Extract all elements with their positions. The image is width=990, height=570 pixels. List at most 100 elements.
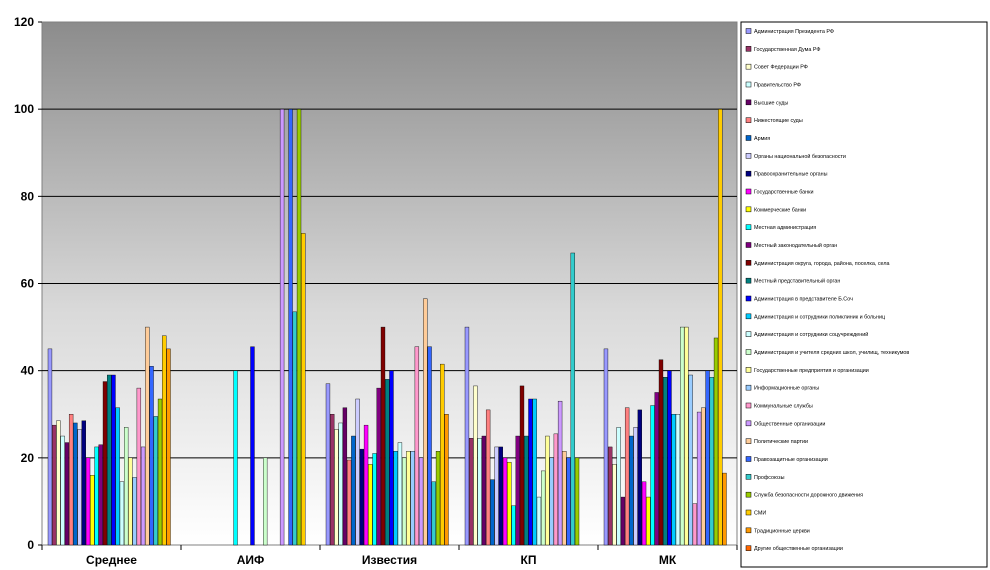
bar bbox=[431, 481, 436, 546]
y-tick-label: 80 bbox=[21, 189, 35, 203]
legend-label: Администрация Президента РФ bbox=[754, 29, 834, 35]
bar bbox=[414, 346, 420, 546]
x-category-label: АИФ bbox=[237, 553, 265, 567]
bar bbox=[536, 496, 542, 546]
bar bbox=[507, 461, 512, 546]
bar bbox=[330, 414, 335, 546]
legend-swatch bbox=[745, 135, 752, 141]
bar bbox=[490, 479, 495, 546]
y-tick-label: 100 bbox=[14, 102, 34, 116]
bar bbox=[372, 453, 377, 546]
bar bbox=[410, 451, 415, 546]
bar bbox=[132, 477, 137, 546]
legend-label: Органы национальной безопасности bbox=[754, 153, 846, 160]
bar bbox=[233, 370, 238, 546]
legend-swatch bbox=[745, 456, 752, 462]
legend-label: Политические партии bbox=[754, 439, 808, 445]
y-tick-label: 60 bbox=[21, 277, 35, 291]
legend-swatch bbox=[745, 349, 752, 355]
bar bbox=[368, 464, 373, 546]
bar bbox=[119, 481, 125, 546]
bar bbox=[140, 446, 146, 546]
bar bbox=[511, 505, 516, 546]
legend-label: Информационные органы bbox=[754, 386, 819, 392]
bar bbox=[608, 446, 613, 546]
bar bbox=[528, 398, 533, 546]
x-category-label: КП bbox=[521, 553, 537, 567]
legend-label: Администрация округа, города, района, по… bbox=[754, 260, 890, 267]
bar bbox=[355, 398, 360, 546]
bar bbox=[250, 346, 255, 546]
bar bbox=[402, 457, 407, 546]
bar bbox=[718, 108, 723, 546]
legend-swatch bbox=[745, 99, 752, 106]
bar-marks bbox=[47, 108, 727, 546]
bar bbox=[123, 427, 129, 546]
bar bbox=[263, 457, 268, 546]
bar bbox=[149, 366, 154, 546]
bar bbox=[52, 424, 57, 546]
legend-label: Администрация в представителе Б.Соч bbox=[754, 297, 853, 303]
bar bbox=[81, 420, 87, 546]
bar bbox=[545, 435, 550, 546]
bar bbox=[68, 414, 74, 546]
bar bbox=[279, 108, 285, 546]
bar bbox=[562, 451, 567, 546]
bar bbox=[633, 427, 638, 546]
bar bbox=[406, 451, 411, 546]
bar bbox=[423, 298, 428, 546]
bar bbox=[64, 442, 70, 546]
y-tick-label: 40 bbox=[21, 364, 35, 378]
legend: Администрация Президента РФ Государственн… bbox=[740, 21, 988, 568]
bar bbox=[709, 377, 714, 546]
bar bbox=[477, 438, 482, 546]
bar bbox=[380, 326, 386, 546]
bar bbox=[162, 335, 167, 546]
bar bbox=[502, 457, 508, 546]
legend-label: Правоохранительные органы bbox=[754, 172, 828, 178]
bar bbox=[427, 346, 432, 546]
bar bbox=[60, 435, 65, 546]
legend-swatch bbox=[745, 438, 752, 444]
legend-label: Местный законодательный орган bbox=[754, 242, 837, 249]
legend-swatch bbox=[745, 295, 752, 302]
legend-swatch bbox=[745, 331, 752, 337]
legend-label: Общественные организации bbox=[754, 421, 825, 427]
bar bbox=[494, 446, 499, 546]
bar bbox=[680, 326, 685, 546]
legend-label: Администрация и учителя средних школ, уч… bbox=[754, 350, 909, 356]
legend-swatch bbox=[745, 224, 752, 230]
bar bbox=[663, 377, 668, 546]
legend-swatch bbox=[745, 46, 752, 52]
legend-swatch bbox=[745, 153, 752, 159]
bar bbox=[111, 374, 116, 546]
bar bbox=[524, 435, 529, 546]
bar bbox=[346, 459, 352, 546]
legend-swatch bbox=[745, 277, 752, 284]
legend-swatch bbox=[745, 527, 752, 534]
bar bbox=[481, 435, 487, 546]
bar bbox=[107, 374, 112, 546]
bar bbox=[684, 326, 689, 546]
legend-swatch bbox=[745, 81, 752, 88]
legend-swatch bbox=[745, 242, 752, 248]
bar bbox=[376, 387, 381, 546]
bar bbox=[98, 444, 103, 546]
bar bbox=[393, 451, 398, 546]
bar bbox=[566, 457, 571, 546]
bar bbox=[641, 481, 647, 546]
legend-label: Правозащитные организации bbox=[754, 457, 828, 463]
legend-swatch bbox=[745, 170, 752, 177]
bar bbox=[288, 108, 293, 546]
bar bbox=[519, 385, 525, 546]
bar bbox=[574, 457, 580, 546]
legend-label: Государственные предприятия и организаци… bbox=[754, 368, 869, 374]
legend-swatch bbox=[745, 474, 752, 480]
bar bbox=[102, 381, 108, 546]
bar bbox=[469, 438, 474, 546]
bar bbox=[658, 359, 664, 546]
bar bbox=[705, 370, 710, 546]
legend-swatch bbox=[745, 117, 752, 123]
bar bbox=[637, 409, 642, 546]
